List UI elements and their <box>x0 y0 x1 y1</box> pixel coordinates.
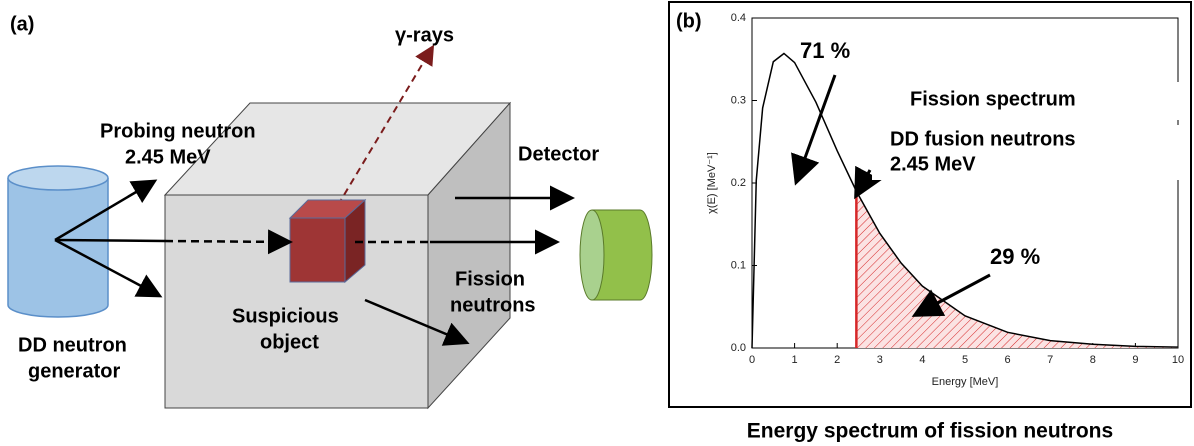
chart: 0 1 2 3 4 5 6 7 8 9 10 0.0 0.1 0.2 0.3 0.4 Energy [MeV] χ… <box>706 12 1187 388</box>
annotation: 29 % <box>990 244 1040 269</box>
arrow <box>164 229 293 255</box>
y-axis-label: χ(E) [MeV⁻¹] <box>706 152 718 214</box>
arrow <box>54 238 166 243</box>
annotation: DD fusion neutrons <box>890 128 1076 150</box>
caption: Energy spectrum of fission neutrons <box>747 420 1113 443</box>
y-tick-label: 0.3 <box>731 94 746 106</box>
y-tick-label: 0.2 <box>731 177 746 189</box>
annotation: 71 % <box>800 38 850 63</box>
curve <box>751 52 1179 349</box>
x-tick-label: 0 <box>749 354 755 366</box>
x-tick-label: 2 <box>834 354 840 366</box>
diagram: (a) γ-rays Probing neutron 2.45 MeV Dete… <box>7 13 653 410</box>
y-tick-label: 0.0 <box>731 342 746 354</box>
y-tick-label: 0.4 <box>731 12 746 24</box>
annotation-arrow <box>911 273 991 317</box>
x-tick-label: 6 <box>1005 354 1011 366</box>
label: neutrons <box>450 294 536 316</box>
x-tick-label: 4 <box>919 354 925 366</box>
label: γ-rays <box>395 24 454 46</box>
generator-cylinder <box>7 178 109 318</box>
panel-label: (b) <box>676 10 702 32</box>
cube-front <box>289 217 346 283</box>
arrow <box>54 238 163 298</box>
annotation-box <box>900 82 1185 120</box>
annotation: Fission spectrum <box>910 88 1076 110</box>
label: Fission <box>455 268 525 290</box>
shaded-area <box>856 191 1178 348</box>
label: Probing neutron <box>100 120 256 142</box>
detector-face <box>579 209 605 301</box>
x-tick-label: 1 <box>792 354 798 366</box>
x-tick-label: 5 <box>962 354 968 366</box>
annotation-box <box>872 125 1187 180</box>
x-tick-label: 8 <box>1090 354 1096 366</box>
plot-frame <box>751 17 1179 349</box>
x-tick-label: 10 <box>1172 354 1184 366</box>
annotation: 2.45 MeV <box>890 153 976 175</box>
generator-top <box>7 165 109 191</box>
detector-body <box>592 209 653 301</box>
x-tick-label: 7 <box>1047 354 1053 366</box>
label: DD neutron <box>18 334 127 356</box>
label: object <box>260 331 319 353</box>
panel-frame <box>668 1 1192 408</box>
y-tick-label: 0.1 <box>731 259 746 271</box>
panel-label: (a) <box>10 13 34 35</box>
label: 2.45 MeV <box>125 146 211 168</box>
gamma-arrow <box>337 44 435 206</box>
label: Detector <box>518 143 599 165</box>
x-tick-label: 3 <box>877 354 883 366</box>
x-tick-label: 9 <box>1132 354 1138 366</box>
arrow <box>364 298 470 346</box>
label: generator <box>28 360 120 382</box>
label: Suspicious <box>232 305 339 327</box>
x-axis-label: Energy [MeV] <box>932 376 999 388</box>
annotation-arrow <box>791 74 837 186</box>
arrow <box>54 179 158 242</box>
annotation-arrow <box>854 165 882 200</box>
